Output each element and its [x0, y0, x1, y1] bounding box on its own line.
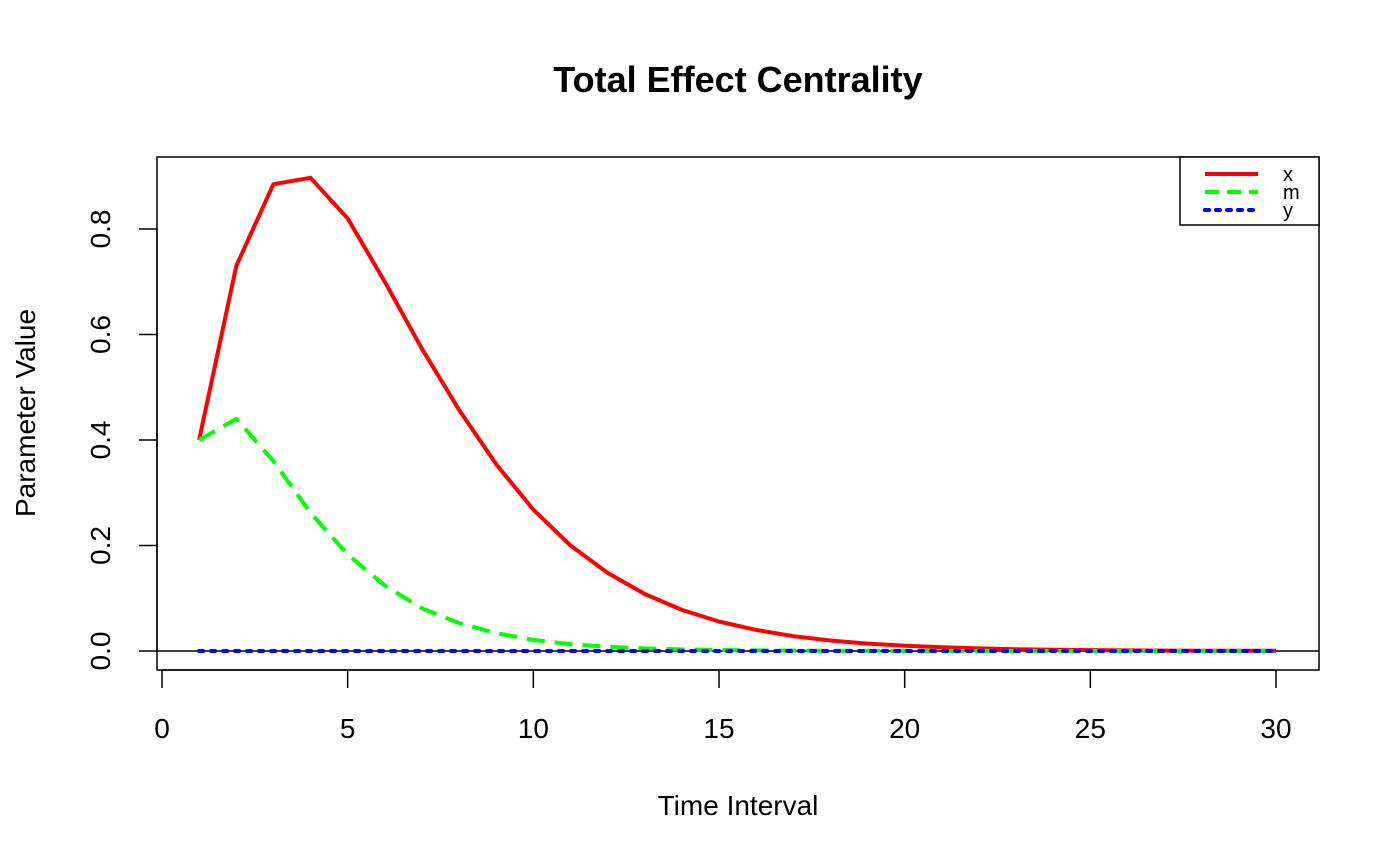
y-tick-label: 0.8 [85, 210, 116, 249]
legend: xmy [1179, 156, 1320, 226]
x-axis-label: Time Interval [658, 790, 819, 821]
x-tick-label: 10 [518, 713, 549, 744]
series-layer [197, 175, 1278, 653]
x-tick-label: 20 [889, 713, 920, 744]
y-axis-label: Parameter Value [10, 309, 41, 517]
plot-frame [156, 156, 1320, 671]
legend-label-y: y [1283, 200, 1293, 222]
axes: 0 5 10 15 20 25 30 0.0 0.2 0.4 0.6 0.8 [85, 210, 1292, 744]
x-tick-label: 15 [703, 713, 734, 744]
y-tick-label: 0.2 [85, 526, 116, 565]
x-tick-label: 30 [1260, 713, 1291, 744]
x-tick-label: 0 [154, 713, 170, 744]
series-line-m [198, 416, 1276, 653]
series-line-x [197, 175, 1276, 653]
y-tick-label: 0.6 [85, 315, 116, 354]
chart-title: Total Effect Centrality [553, 59, 922, 100]
x-tick-label: 25 [1075, 713, 1106, 744]
legend-label-m: m [1283, 182, 1300, 204]
x-tick-label: 5 [340, 713, 356, 744]
y-tick-label: 0.0 [85, 632, 116, 671]
legend-label-x: x [1283, 164, 1293, 186]
y-tick-label: 0.4 [85, 421, 116, 460]
